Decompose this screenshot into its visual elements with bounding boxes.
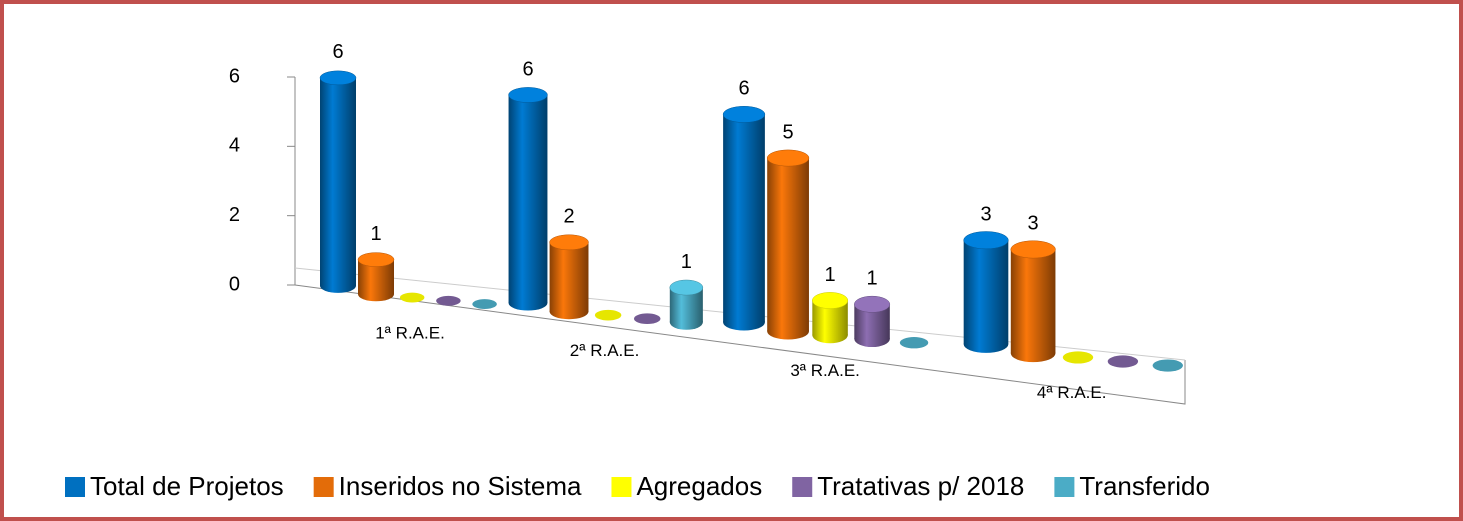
bar <box>472 299 497 309</box>
bar-top <box>722 106 766 123</box>
bar-bottom <box>963 335 1009 353</box>
y-tick-label: 2 <box>229 204 240 226</box>
bar-bottom <box>549 304 589 320</box>
legend-label: Agregados <box>636 471 762 501</box>
bar-top <box>766 149 810 167</box>
cylinder <box>1107 355 1139 368</box>
x-tick-label: 1ª R.A.E. <box>375 323 445 342</box>
data-label: 5 <box>783 121 794 143</box>
data-label: 1 <box>681 251 692 273</box>
bar <box>767 158 809 332</box>
bar-top <box>854 295 891 313</box>
bar <box>399 292 425 303</box>
cylinder <box>899 337 929 349</box>
cylinder <box>472 299 497 309</box>
bar <box>723 114 765 323</box>
bar-bottom <box>767 323 809 340</box>
bar-bottom <box>812 327 848 344</box>
bar-top <box>319 70 357 86</box>
legend-swatch <box>611 477 632 497</box>
bar-bottom <box>669 314 703 330</box>
legend-swatch <box>1054 477 1075 497</box>
data-label: 3 <box>1028 213 1039 235</box>
data-label: 6 <box>522 58 533 80</box>
bar-top <box>963 231 1009 250</box>
data-label: 3 <box>980 203 991 225</box>
x-tick-label: 4ª R.A.E. <box>1037 383 1107 402</box>
bar <box>436 295 461 306</box>
cylinder <box>549 234 589 320</box>
bar <box>1107 355 1139 368</box>
bar-bottom <box>320 278 356 293</box>
cylinder <box>854 295 891 348</box>
bar-bottom <box>1010 344 1056 363</box>
legend-swatch <box>313 477 334 497</box>
data-label: 6 <box>738 78 749 100</box>
cylinder <box>963 231 1009 353</box>
bar-bottom <box>508 295 548 311</box>
floor-edge <box>294 284 1186 405</box>
cylinder <box>508 87 548 311</box>
cylinder <box>669 279 704 330</box>
bar <box>1152 359 1183 372</box>
cylinder <box>357 252 395 302</box>
legend-label: Transferido <box>1079 471 1210 501</box>
cylinder <box>594 309 622 321</box>
bar-top <box>508 87 548 103</box>
legend-label: Inseridos no Sistema <box>339 471 582 501</box>
bar-bottom <box>358 287 394 302</box>
cylinder <box>1062 351 1094 364</box>
cylinder <box>399 292 425 303</box>
legend-swatch <box>792 477 813 497</box>
cylinder <box>812 292 849 344</box>
bar <box>1010 249 1056 354</box>
bar <box>508 94 548 303</box>
bar-top <box>357 252 395 267</box>
cylinder <box>766 149 810 340</box>
bar <box>594 309 622 321</box>
cylinder <box>1152 359 1183 372</box>
bar <box>634 313 661 324</box>
bar <box>963 240 1009 345</box>
cylinder <box>319 70 357 293</box>
bar <box>1062 351 1094 364</box>
bar-top <box>1010 240 1056 259</box>
cylinder <box>722 106 766 331</box>
y-tick-label: 0 <box>229 273 240 295</box>
legend-swatch <box>65 477 85 497</box>
legend-label: Tratativas p/ 2018 <box>817 471 1024 501</box>
bar-bottom <box>854 330 890 348</box>
bar <box>899 337 929 349</box>
cylinder <box>1010 240 1056 363</box>
data-label: 1 <box>825 264 836 286</box>
y-tick-label: 6 <box>229 65 240 87</box>
x-tick-label: 2ª R.A.E. <box>570 341 640 360</box>
bar-top <box>549 234 589 251</box>
bar-top <box>812 292 849 309</box>
legend-label: Total de Projetos <box>90 471 284 501</box>
data-label: 1 <box>370 223 381 245</box>
bar-top <box>669 279 704 296</box>
y-tick-label: 4 <box>229 135 240 157</box>
x-tick-label: 3ª R.A.E. <box>790 361 860 380</box>
bar <box>549 242 589 312</box>
data-label: 2 <box>563 206 574 228</box>
bar <box>320 77 356 286</box>
data-label: 1 <box>867 268 878 290</box>
bar-bottom <box>723 314 765 331</box>
data-label: 6 <box>332 41 343 63</box>
cylinder <box>436 295 461 306</box>
cylinder <box>634 313 661 324</box>
